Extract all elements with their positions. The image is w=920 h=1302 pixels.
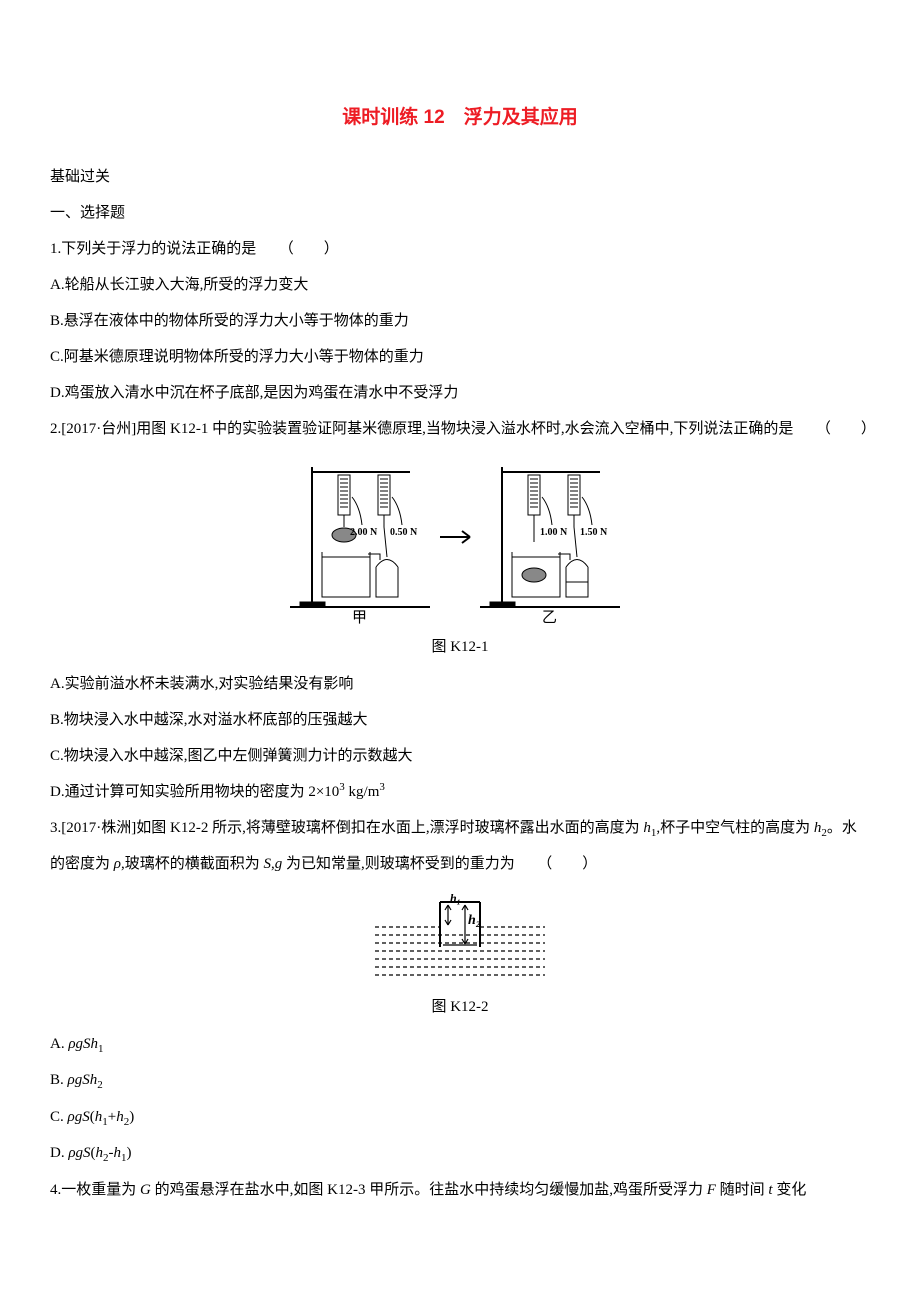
q2-figure: 2.00 N 0.50 N 甲 [50,457,870,656]
q3-d-rho: ρ [68,1145,75,1161]
page-title: 课时训练 12 浮力及其应用 [50,95,870,141]
q3-b-rho: ρ [68,1072,75,1088]
q1-opt-b: B.悬浮在液体中的物体所受的浮力大小等于物体的重力 [50,303,870,339]
q2-opt-b: B.物块浸入水中越深,水对溢水杯底部的压强越大 [50,702,870,738]
q3-a-mid: gSh [76,1036,99,1052]
q1-stem: 1.下列关于浮力的说法正确的是 （ ） [50,231,870,267]
q3-a-rho: ρ [68,1036,75,1052]
q3-h1: h [643,820,651,836]
q3-stem-mid: ,杯子中空气柱的高度为 [656,820,814,836]
q2-label-l1: 2.00 N [350,527,378,538]
q3-c-plus: + [108,1109,116,1125]
q3-a-pre: A. [50,1036,68,1052]
q4-stem-mid: 的鸡蛋悬浮在盐水中,如图 K12-3 甲所示。往盐水中持续均匀缓慢加盐,鸡蛋所受… [151,1182,707,1198]
q2-d-pre: D.通过计算可知实验所用物块的密度为 2×10 [50,784,339,800]
q4-G: G [140,1182,151,1198]
q2-label-r1: 1.00 N [540,527,568,538]
q3-stem-post: 为已知常量,则玻璃杯受到的重力为 （ ） [282,856,597,872]
q3-c-pre: C. [50,1109,68,1125]
q2-label-r2: 1.50 N [580,527,608,538]
q3-stem-pre: 3.[2017·株洲]如图 K12-2 所示,将薄壁玻璃杯倒扣在水面上,漂浮时玻… [50,820,643,836]
q2-d-sup2: 3 [379,781,385,793]
q3-b-sub: 2 [97,1079,103,1091]
q3-d-mid: gS [76,1145,91,1161]
q2-label-l2: 0.50 N [390,527,418,538]
q3-stem-mid3: ,玻璃杯的横截面积为 [121,856,264,872]
q3-rho: ρ [114,856,121,872]
q4-stem-pre: 4.一枚重量为 [50,1182,140,1198]
section-basic: 基础过关 [50,159,870,195]
section-choice: 一、选择题 [50,195,870,231]
q3-d-pre: D. [50,1145,68,1161]
q3-opt-b: B. ρgSh2 [50,1062,870,1098]
q4-F: F [707,1182,716,1198]
q3-fig-h2: h₂ [468,913,481,928]
q3-d-h: h [96,1145,104,1161]
q2-figure-caption: 图 K12-1 [50,638,870,656]
q2-label-right: 乙 [542,610,557,626]
q3-figure: h₁ h₂ 图 K12-2 [50,892,870,1016]
q4-stem: 4.一枚重量为 G 的鸡蛋悬浮在盐水中,如图 K12-3 甲所示。往盐水中持续均… [50,1172,870,1208]
q3-stem: 3.[2017·株洲]如图 K12-2 所示,将薄壁玻璃杯倒扣在水面上,漂浮时玻… [50,810,870,882]
q3-figure-caption: 图 K12-2 [50,998,870,1016]
q2-stem: 2.[2017·台州]用图 K12-1 中的实验装置验证阿基米德原理,当物块浸入… [50,411,870,447]
q3-c-close: ) [129,1109,134,1125]
q3-b-pre: B. [50,1072,68,1088]
q3-opt-a: A. ρgSh1 [50,1026,870,1062]
q2-opt-c: C.物块浸入水中越深,图乙中左侧弹簧测力计的示数越大 [50,738,870,774]
q3-c-rho: ρ [68,1109,75,1125]
q3-fig-h1: h₁ [450,892,461,905]
q3-d-close: ) [127,1145,132,1161]
q2-d-post: kg/m [345,784,380,800]
q2-label-left: 甲 [352,610,367,626]
q4-stem-post: 变化 [773,1182,807,1198]
q2-opt-a: A.实验前溢水杯未装满水,对实验结果没有影响 [50,666,870,702]
q1-opt-d: D.鸡蛋放入清水中沉在杯子底部,是因为鸡蛋在清水中不受浮力 [50,375,870,411]
q2-opt-d: D.通过计算可知实验所用物块的密度为 2×103 kg/m3 [50,774,870,810]
q4-stem-mid2: 随时间 [716,1182,769,1198]
q1-opt-a: A.轮船从长江驶入大海,所受的浮力变大 [50,267,870,303]
q3-c-mid: gS [75,1109,90,1125]
q3-c-h2: h [116,1109,124,1125]
q3-opt-c: C. ρgS(h1+h2) [50,1099,870,1135]
q3-S: S [263,856,271,872]
q3-opt-d: D. ρgS(h2-h1) [50,1135,870,1171]
q1-opt-c: C.阿基米德原理说明物体所受的浮力大小等于物体的重力 [50,339,870,375]
q3-b-mid: gSh [75,1072,98,1088]
q3-a-sub: 1 [98,1043,104,1055]
q3-d-h2: h [114,1145,122,1161]
